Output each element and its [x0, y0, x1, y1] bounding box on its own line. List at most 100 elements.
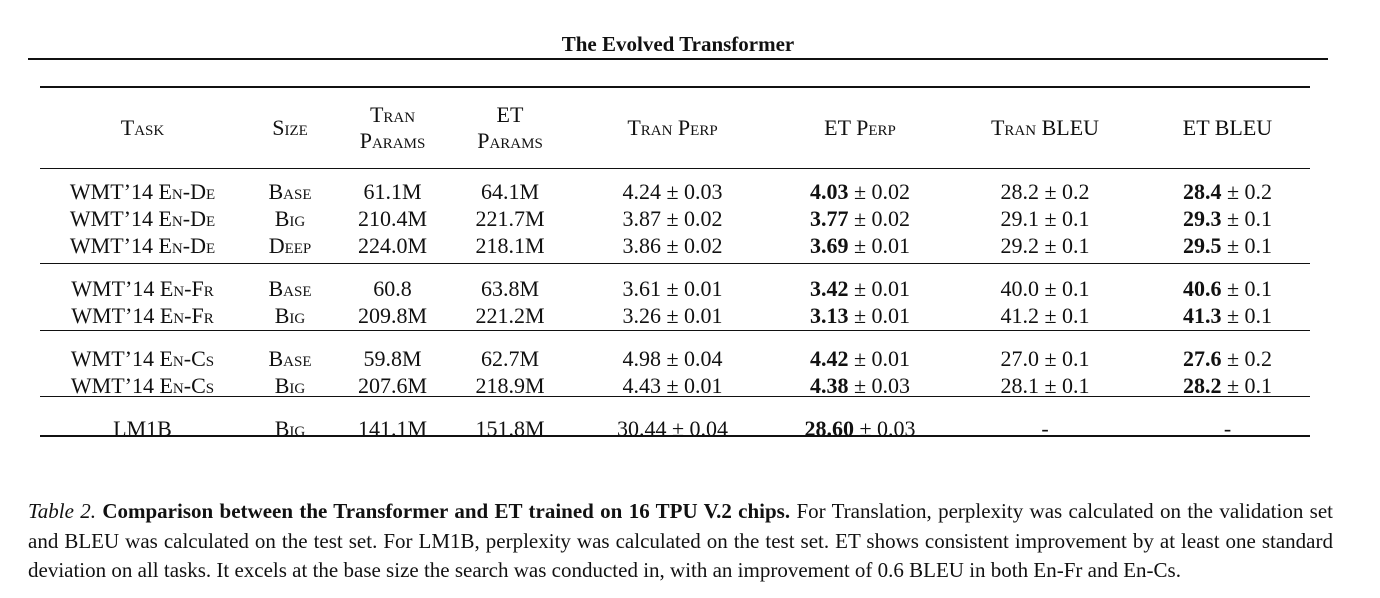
- cell-tran-perp: 4.98 ± 0.04: [622, 346, 723, 371]
- et-bleu-error: ± 0.2: [1221, 179, 1273, 204]
- cell-task: WMT’14 En-Cs: [70, 346, 215, 371]
- et-bleu-value: 41.3: [1182, 303, 1222, 328]
- cell-et-params: 63.8M: [480, 276, 540, 301]
- cell-tran-params: 59.8M: [363, 346, 422, 371]
- et-perp-error: ± 0.03: [848, 373, 911, 398]
- col-header-size: Size: [272, 115, 308, 140]
- table-row: WMT’14 En-Cs Big 207.6M 218.9M 4.43 ± 0.…: [40, 372, 1310, 405]
- et-perp-error: ± 0.03: [853, 416, 916, 441]
- cell-tran-params: 209.8M: [357, 303, 428, 328]
- caption-bold-text: Comparison between the Transformer and E…: [102, 499, 791, 523]
- et-perp-value: 3.77: [809, 206, 849, 231]
- cell-tran-perp: 30.44 ± 0.04: [616, 416, 729, 441]
- cell-size: Base: [268, 179, 312, 204]
- cell-size: Big: [274, 373, 306, 398]
- et-bleu-error: ± 0.1: [1221, 206, 1273, 231]
- running-head-rule: [28, 58, 1328, 60]
- col-header-task: Task: [120, 115, 165, 140]
- cell-tran-bleu: 41.2 ± 0.1: [1000, 303, 1090, 328]
- cell-et-perp: 28.60 ± 0.03: [775, 405, 945, 448]
- cell-et-perp: 3.13 ± 0.01: [775, 302, 945, 335]
- cell-task: WMT’14 En-Cs: [70, 373, 215, 398]
- group-rule-lm1b: [40, 396, 1310, 397]
- cell-tran-params: 60.8: [373, 276, 412, 301]
- cell-et-bleu: 27.6 ± 0.2: [1145, 335, 1310, 372]
- cell-et-params: 221.7M: [475, 206, 545, 231]
- et-perp-value: 4.03: [809, 179, 849, 204]
- table-row: WMT’14 En-Fr Big 209.8M 221.2M 3.26 ± 0.…: [40, 302, 1310, 335]
- cell-tran-bleu: 28.2 ± 0.2: [1000, 179, 1090, 204]
- cell-task: WMT’14 En-Fr: [71, 276, 214, 301]
- cell-et-perp: 3.77 ± 0.02: [775, 205, 945, 232]
- cell-task: WMT’14 En-Fr: [71, 303, 214, 328]
- cell-tran-params: 210.4M: [357, 206, 428, 231]
- cell-et-perp: 4.38 ± 0.03: [775, 372, 945, 405]
- cell-tran-bleu: 29.1 ± 0.1: [1000, 206, 1090, 231]
- cell-et-params: 218.9M: [475, 373, 545, 398]
- cell-task: WMT’14 En-De: [69, 233, 216, 258]
- et-perp-value: 4.42: [809, 346, 849, 371]
- table-header-row: Task Size Tran Params ET Params Tran Per…: [40, 88, 1310, 168]
- et-perp-value: 28.60: [804, 416, 854, 441]
- cell-size: Big: [274, 303, 306, 328]
- et-bleu-error: ± 0.1: [1221, 303, 1273, 328]
- et-bleu-error: ± 0.1: [1221, 233, 1273, 258]
- et-bleu-value: -: [1223, 416, 1232, 441]
- table-top-rule: [40, 86, 1310, 88]
- col-header-tran-params-line2: Params: [359, 128, 426, 153]
- cell-size: Deep: [268, 233, 312, 258]
- cell-et-params: 62.7M: [480, 346, 540, 371]
- cell-tran-params: 61.1M: [363, 179, 422, 204]
- cell-et-bleu: 28.2 ± 0.1: [1145, 372, 1310, 405]
- et-bleu-value: 29.5: [1182, 233, 1222, 258]
- col-header-et-params-line1: ET: [496, 102, 524, 127]
- cell-tran-perp: 4.24 ± 0.03: [622, 179, 723, 204]
- cell-size: Big: [274, 206, 306, 231]
- et-perp-value: 3.69: [809, 233, 849, 258]
- et-perp-error: ± 0.01: [848, 303, 911, 328]
- cell-et-bleu: 29.5 ± 0.1: [1145, 232, 1310, 265]
- et-perp-value: 3.13: [809, 303, 849, 328]
- group-rule-en-fr: [40, 263, 1310, 264]
- cell-tran-bleu: 27.0 ± 0.1: [1000, 346, 1090, 371]
- cell-tran-bleu: 29.2 ± 0.1: [1000, 233, 1090, 258]
- et-bleu-value: 29.3: [1182, 206, 1222, 231]
- col-header-et-perp: ET Perp: [824, 115, 896, 140]
- cell-task: WMT’14 En-De: [69, 206, 216, 231]
- col-header-et-bleu: ET BLEU: [1182, 115, 1273, 140]
- et-perp-error: ± 0.02: [848, 206, 911, 231]
- et-perp-error: ± 0.01: [848, 276, 911, 301]
- et-bleu-value: 28.2: [1182, 373, 1222, 398]
- cell-tran-bleu: 28.1 ± 0.1: [1000, 373, 1090, 398]
- cell-tran-perp: 3.86 ± 0.02: [622, 233, 723, 258]
- et-perp-error: ± 0.01: [848, 346, 911, 371]
- running-head: The Evolved Transformer: [561, 32, 795, 56]
- cell-tran-params: 207.6M: [357, 373, 428, 398]
- et-bleu-error: ± 0.1: [1221, 373, 1273, 398]
- cell-et-bleu: 41.3 ± 0.1: [1145, 302, 1310, 335]
- table-row: WMT’14 En-De Base 61.1M 64.1M 4.24 ± 0.0…: [40, 168, 1310, 205]
- cell-et-bleu: 29.3 ± 0.1: [1145, 205, 1310, 232]
- cell-tran-bleu: -: [1041, 416, 1049, 441]
- cell-et-perp: 4.42 ± 0.01: [775, 335, 945, 372]
- cell-tran-perp: 3.26 ± 0.01: [622, 303, 723, 328]
- cell-et-perp: 3.69 ± 0.01: [775, 232, 945, 265]
- col-header-et-params-line2: Params: [477, 128, 543, 153]
- cell-et-bleu: 40.6 ± 0.1: [1145, 265, 1310, 302]
- group-rule-en-cs: [40, 330, 1310, 331]
- et-bleu-error: ± 0.1: [1221, 276, 1273, 301]
- col-header-et-params: ET Params: [450, 88, 570, 168]
- col-header-tran-params: Tran Params: [335, 88, 450, 168]
- cell-et-params: 221.2M: [475, 303, 545, 328]
- cell-task: LM1B: [113, 416, 172, 441]
- cell-size: Base: [268, 276, 312, 301]
- col-header-tran-params-line1: Tran: [369, 102, 416, 127]
- cell-et-params: 64.1M: [480, 179, 540, 204]
- cell-tran-params: 224.0M: [357, 233, 428, 258]
- et-bleu-value: 40.6: [1182, 276, 1222, 301]
- caption-label: Table 2.: [28, 499, 96, 523]
- cell-size: Base: [268, 346, 312, 371]
- et-perp-error: ± 0.02: [848, 179, 911, 204]
- cell-et-bleu: 28.4 ± 0.2: [1145, 168, 1310, 205]
- cell-tran-params: 141.1M: [357, 416, 428, 441]
